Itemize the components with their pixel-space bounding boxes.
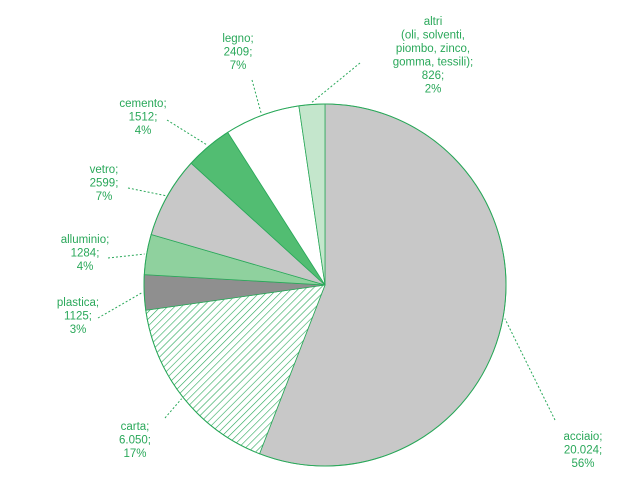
- slice-label-line: 826;: [422, 70, 444, 82]
- slice-label-line: 4%: [77, 261, 94, 273]
- slice-labels: acciaio; 20.024; 56% carta; 6.050; 17% plastic…: [57, 16, 603, 470]
- slice-label-line: 7%: [230, 60, 247, 72]
- slice-label-line: 2599;: [90, 178, 119, 190]
- slice-label-line: 56%: [571, 458, 594, 470]
- slice-label-legno: legno; 2409; 7%: [222, 33, 253, 72]
- slice-label-line: 17%: [123, 448, 146, 460]
- slice-label-altri: altri (oli, solventi, piombo, zinco, gomma,…: [393, 16, 474, 96]
- slice-label-line: 6.050;: [119, 435, 151, 447]
- slice-label-line: carta;: [121, 421, 150, 433]
- slice-label-line: cemento;: [119, 98, 166, 110]
- slice-label-line: altri: [424, 16, 443, 28]
- leader-line-vetro: [127, 187, 166, 197]
- leader-line-alluminio: [107, 253, 145, 259]
- slice-label-line: 4%: [135, 125, 152, 137]
- label-leaders: [97, 62, 556, 421]
- slice-label-line: 1125;: [64, 311, 92, 323]
- slice-label-line: (oli, solventi,: [401, 30, 465, 42]
- slice-label-line: plastica;: [57, 297, 99, 309]
- leader-line-cemento: [166, 119, 208, 146]
- leader-line-legno: [251, 79, 262, 114]
- slice-label-line: legno;: [222, 33, 253, 45]
- leader-line-acciaio: [504, 318, 556, 421]
- leader-line-carta: [164, 398, 182, 419]
- slice-label-line: vetro;: [90, 164, 119, 176]
- pie-slices: [143, 103, 507, 467]
- slice-label-line: piombo, zinco,: [396, 43, 470, 55]
- slice-label-line: 2%: [425, 84, 442, 96]
- slice-label-line: 7%: [96, 191, 113, 203]
- slice-label-acciaio: acciaio; 20.024; 56%: [564, 431, 603, 470]
- slice-label-line: 1284;: [71, 248, 100, 260]
- leader-line-plastica: [97, 292, 143, 319]
- slice-label-plastica: plastica; 1125; 3%: [57, 297, 99, 336]
- slice-label-alluminio: alluminio; 1284; 4%: [61, 234, 110, 273]
- slice-label-line: 1512;: [129, 112, 158, 124]
- slice-label-line: gomma, tessili);: [393, 57, 474, 69]
- slice-label-line: alluminio;: [61, 234, 110, 246]
- leader-line-altri: [311, 62, 361, 103]
- slice-label-line: acciaio;: [564, 431, 603, 443]
- slice-label-carta: carta; 6.050; 17%: [119, 421, 151, 460]
- slice-label-vetro: vetro; 2599; 7%: [90, 164, 119, 203]
- slice-label-line: 2409;: [224, 47, 253, 59]
- slice-label-cemento: cemento; 1512; 4%: [119, 98, 166, 137]
- slice-label-line: 3%: [70, 324, 87, 336]
- slice-label-line: 20.024;: [564, 445, 602, 457]
- pie-outline: [143, 103, 507, 467]
